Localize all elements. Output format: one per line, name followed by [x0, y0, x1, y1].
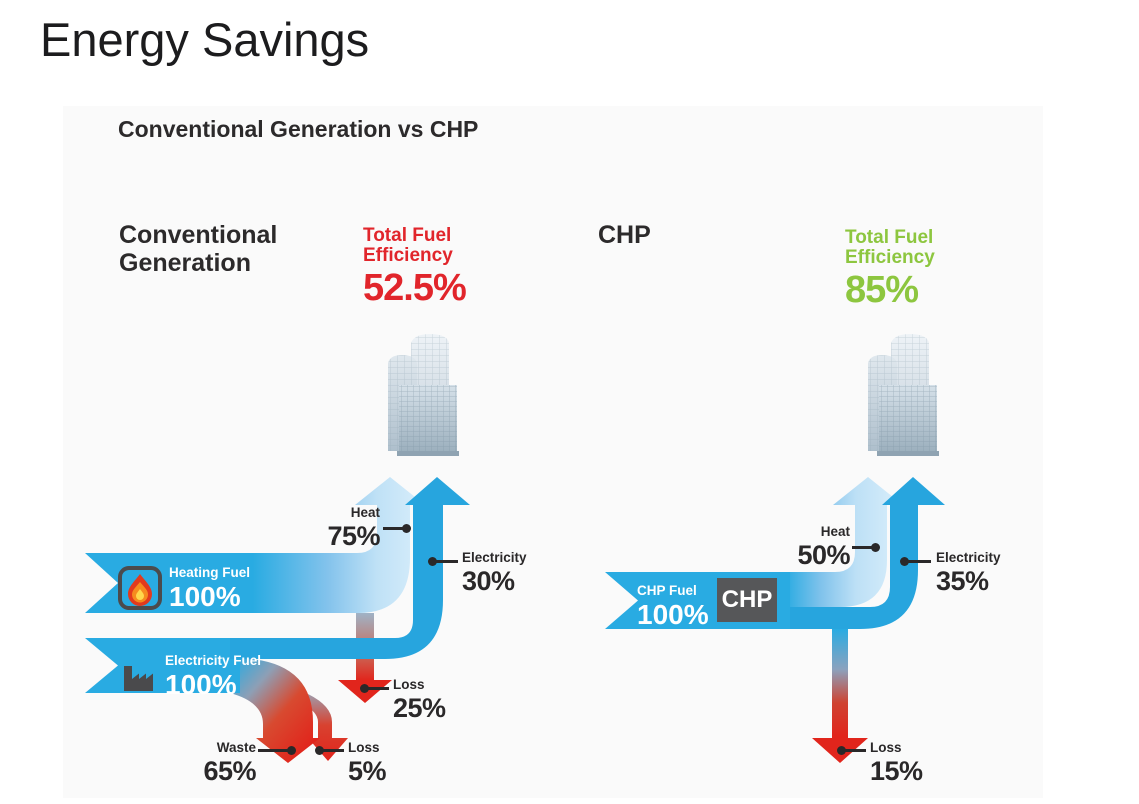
- loss-25-callout: Loss 25%: [393, 678, 446, 722]
- flame-icon: [118, 566, 162, 610]
- heat-75-callout: Heat 75%: [300, 506, 380, 550]
- electricity-35-dot: [900, 557, 909, 566]
- electricity-30-callout: Electricity 30%: [462, 551, 527, 595]
- electricity-fuel-value: 100%: [165, 668, 237, 700]
- heat-50-dot: [871, 543, 880, 552]
- heat-75-dot: [402, 524, 411, 533]
- heating-fuel-value: 100%: [169, 580, 241, 612]
- heat-50-connector: [852, 546, 873, 549]
- waste-value: 65%: [203, 755, 256, 786]
- electricity-35-callout: Electricity 35%: [936, 551, 1001, 595]
- loss-15-flow: [812, 629, 868, 763]
- electricity-fuel-label: Electricity Fuel 100%: [165, 654, 261, 699]
- loss-5-flow: [300, 694, 348, 761]
- loss-25-connector: [367, 687, 389, 690]
- chp-header: CHP: [598, 221, 651, 249]
- electricity-30-connector: [435, 560, 458, 563]
- buildings-icon: [868, 334, 939, 456]
- chp-heat-value: 50%: [797, 539, 850, 570]
- page-title: Energy Savings: [40, 13, 370, 66]
- infographic-heading: Conventional Generation vs CHP: [118, 116, 479, 142]
- chp-efficiency-value: 85%: [845, 268, 919, 311]
- conventional-sankey: [85, 477, 470, 763]
- chp-efficiency-label: Total Fuel Efficiency: [845, 227, 935, 268]
- electricity-30-dot: [428, 557, 437, 566]
- waste-65-dot: [287, 746, 296, 755]
- chp-fuel-label: CHP Fuel 100%: [637, 584, 709, 629]
- heating-fuel-name: Heating Fuel: [169, 565, 251, 580]
- loss-25-dot: [360, 684, 369, 693]
- conventional-efficiency: Total Fuel Efficiency 52.5%: [363, 225, 467, 309]
- conventional-efficiency-value: 52.5%: [363, 266, 467, 309]
- buildings-icon: [388, 334, 459, 456]
- waste-65-connector: [258, 749, 289, 752]
- chp-unit-box: CHP: [717, 578, 777, 622]
- chp-loss-label: Loss: [870, 740, 902, 755]
- loss-5-callout: Loss 5%: [348, 740, 387, 786]
- chp-efficiency: Total Fuel Efficiency 85%: [845, 228, 947, 311]
- heat-value: 75%: [327, 520, 380, 551]
- loss-15-callout: Loss 15%: [870, 741, 923, 785]
- chp-electricity-value: 35%: [936, 565, 989, 596]
- electricity-35-flow: [790, 477, 945, 629]
- electricity-fuel-band: [85, 638, 240, 693]
- heat-50-flow: [790, 477, 903, 607]
- heating-fuel-heat-flow: [85, 477, 425, 613]
- loss-gen-value: 5%: [348, 755, 387, 786]
- chp-fuel-name: CHP Fuel: [637, 583, 697, 598]
- chp-loss-value: 15%: [870, 755, 923, 786]
- waste-label: Waste: [216, 740, 256, 755]
- loss-15-dot: [837, 746, 846, 755]
- chp-electricity-label: Electricity: [936, 550, 1001, 565]
- loss-5-connector: [322, 749, 344, 752]
- factory-icon: [124, 666, 153, 691]
- chp-fuel-value: 100%: [637, 598, 709, 630]
- conventional-efficiency-label: Total Fuel Efficiency: [363, 225, 453, 266]
- heat-label: Heat: [350, 505, 380, 520]
- loss-value: 25%: [393, 692, 446, 723]
- chp-heat-label: Heat: [820, 524, 850, 539]
- waste-65-callout: Waste 65%: [176, 741, 256, 785]
- chp-sankey: [605, 477, 945, 763]
- heat-75-connector: [383, 527, 404, 530]
- loss-15-connector: [844, 749, 866, 752]
- electricity-fuel-name: Electricity Fuel: [165, 653, 262, 668]
- electricity-label: Electricity: [462, 550, 527, 565]
- heat-50-callout: Heat 50%: [770, 525, 850, 569]
- electricity-35-connector: [907, 560, 931, 563]
- loss-label: Loss: [393, 677, 425, 692]
- electricity-value: 30%: [462, 565, 515, 596]
- loss-gen-label: Loss: [348, 740, 380, 755]
- loss-5-dot: [315, 746, 324, 755]
- electricity-30-flow: [230, 477, 470, 659]
- heating-fuel-label: Heating Fuel 100%: [169, 566, 250, 611]
- waste-65-flow: [230, 659, 320, 763]
- conventional-generation-header: Conventional Generation: [119, 221, 278, 277]
